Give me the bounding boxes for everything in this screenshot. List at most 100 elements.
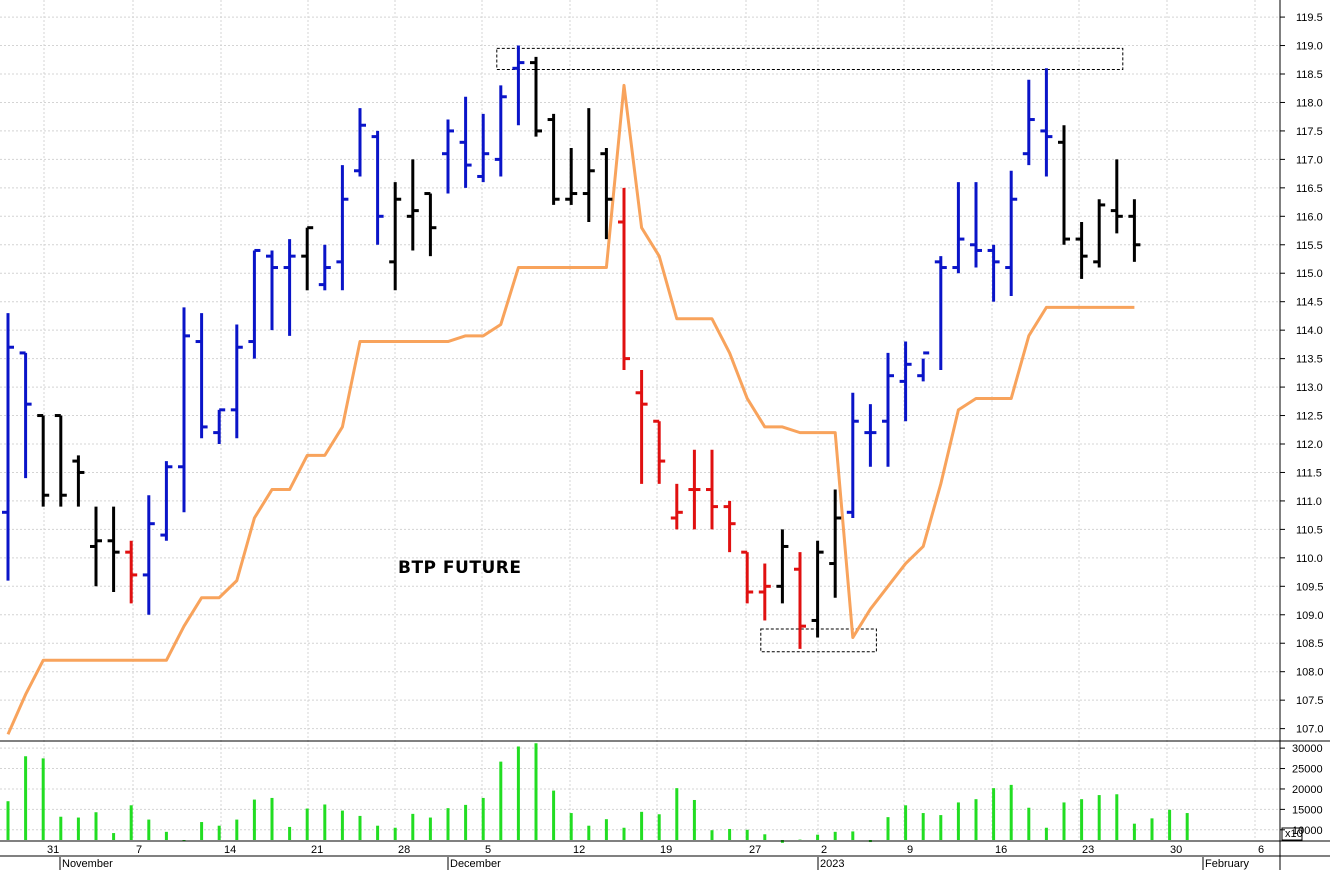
price-tick-label: 114.5	[1296, 297, 1323, 309]
ohlc-bar	[917, 351, 930, 382]
price-tick-label: 112.0	[1296, 439, 1323, 451]
ohlc-bars	[2, 45, 1141, 649]
month-label: December	[450, 858, 501, 870]
price-tick-label: 110.0	[1296, 553, 1323, 565]
ohlc-bar	[776, 529, 789, 604]
ohlc-bar	[882, 352, 894, 467]
price-gridlines	[0, 16, 1280, 730]
ohlc-bar	[125, 540, 138, 604]
ohlc-bar	[758, 563, 771, 621]
day-label: 9	[907, 844, 913, 856]
date-axis: 31 7 14 21 28 5 12 19 27 2 9 16 23 30 6 November Decembe…	[47, 844, 1264, 870]
price-tick-label: 117.5	[1296, 126, 1323, 138]
day-label: 23	[1082, 844, 1094, 856]
price-tick-label: 109.5	[1296, 581, 1324, 593]
ohlc-bar	[459, 96, 472, 188]
ohlc-bar	[2, 313, 14, 581]
ohlc-bar	[318, 244, 331, 291]
ohlc-bar	[811, 540, 824, 638]
ohlc-bar	[829, 489, 842, 598]
price-tick-label: 107.0	[1296, 724, 1324, 736]
price-tick-label: 112.5	[1296, 411, 1323, 423]
price-tick-label: 111.0	[1296, 496, 1322, 508]
price-tick-label: 115.0	[1296, 268, 1323, 280]
price-tick-label: 113.5	[1296, 354, 1323, 366]
ohlc-bar	[54, 414, 67, 507]
month-label: 2023	[820, 858, 844, 870]
ohlc-bar	[582, 108, 595, 222]
ohlc-bar	[213, 408, 226, 444]
ohlc-bar	[547, 113, 560, 205]
ohlc-bar	[354, 108, 366, 177]
day-label: 28	[398, 844, 410, 856]
day-label: 30	[1170, 844, 1182, 856]
price-tick-label: 117.0	[1296, 154, 1323, 166]
ohlc-bar	[934, 256, 947, 370]
ohlc-bar	[195, 313, 208, 439]
day-label: 2	[821, 844, 827, 856]
volume-tick-label: 15000	[1292, 804, 1323, 816]
ohlc-bar	[406, 159, 419, 251]
ohlc-bar	[1022, 79, 1035, 166]
price-tick-label: 114.0	[1296, 325, 1323, 337]
chart-title: BTP FUTURE	[398, 558, 521, 578]
ohlc-bar	[371, 130, 384, 245]
price-tick-label: 107.5	[1296, 695, 1324, 707]
volume-tick-label: 30000	[1292, 743, 1323, 755]
ohlc-bar	[266, 250, 278, 331]
ohlc-bar	[512, 45, 525, 126]
volume-gridlines	[0, 747, 1280, 831]
ohlc-bar	[618, 187, 630, 370]
ohlc-bar	[741, 550, 754, 604]
price-tick-label: 119.5	[1296, 12, 1323, 24]
day-label: 6	[1258, 844, 1264, 856]
day-label: 27	[749, 844, 761, 856]
month-label: February	[1205, 858, 1250, 870]
ohlc-bar	[1075, 222, 1088, 279]
day-label: 16	[995, 844, 1007, 856]
price-tick-label: 116.0	[1296, 211, 1323, 223]
ohlc-bar	[1005, 170, 1018, 296]
day-label: 21	[311, 844, 323, 856]
ohlc-bar	[442, 119, 454, 194]
ohlc-bar	[600, 148, 613, 240]
ohlc-bar	[723, 500, 736, 553]
volume-tick-label: 20000	[1292, 784, 1323, 796]
day-label: 7	[136, 844, 142, 856]
ohlc-bar	[477, 113, 490, 183]
ohlc-bar	[970, 182, 982, 268]
ohlc-bar	[952, 182, 965, 274]
ohlc-bar	[565, 148, 578, 205]
ohlc-bar	[864, 404, 877, 467]
price-axis: 107.0 107.5 108.0 108.5 109.0 109.5 110.0 110.5…	[1280, 12, 1324, 736]
ohlc-bar	[899, 341, 912, 422]
ohlc-bar	[794, 552, 806, 649]
volume-tick-label: 25000	[1292, 764, 1323, 776]
day-label: 12	[573, 844, 585, 856]
ohlc-bar	[389, 182, 402, 291]
ohlc-bar	[72, 455, 85, 507]
day-label: 14	[224, 844, 236, 856]
month-label: November	[62, 858, 113, 870]
ohlc-bar	[230, 324, 243, 439]
price-tick-label: 111.5	[1296, 467, 1322, 479]
ohlc-bar	[653, 419, 666, 484]
price-tick-label: 113.0	[1296, 382, 1323, 394]
ohlc-bar	[987, 244, 1000, 302]
price-tick-label: 118.0	[1296, 97, 1323, 109]
ohlc-bar	[635, 370, 648, 484]
price-tick-label: 110.5	[1296, 524, 1323, 536]
ohlc-bar	[248, 248, 261, 359]
ohlc-bar	[1128, 199, 1141, 262]
ohlc-bar	[160, 461, 173, 541]
ohlc-bar	[301, 226, 314, 291]
day-label: 5	[485, 844, 491, 856]
price-tick-label: 108.0	[1296, 667, 1324, 679]
price-tick-label: 116.5	[1296, 183, 1323, 195]
ohlc-bar	[706, 449, 718, 530]
ohlc-bar	[178, 307, 190, 513]
price-tick-label: 119.0	[1296, 41, 1323, 53]
ohlc-bar	[1040, 68, 1053, 177]
ohlc-bar	[688, 449, 701, 530]
ohlc-bar	[494, 85, 507, 177]
